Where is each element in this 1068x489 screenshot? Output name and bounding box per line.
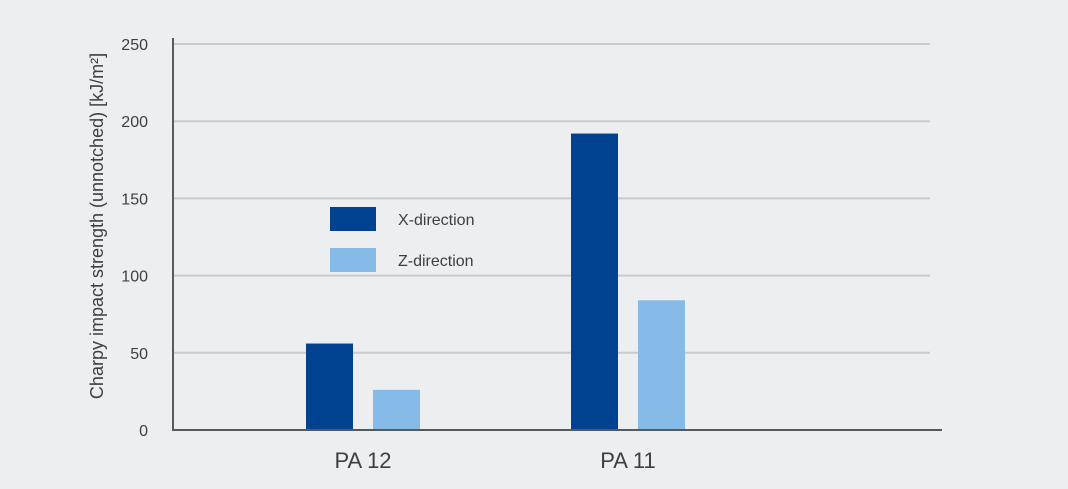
bar-x-direction-pa-12 [306,343,353,430]
legend-label: Z-direction [398,253,474,270]
grid-lines [173,43,930,354]
x-tick-label: PA 12 [334,448,391,473]
y-tick-label: 200 [121,114,148,131]
x-tick-labels: PA 12 PA 11 [334,448,655,473]
y-tick-label: 150 [121,191,148,208]
y-tick-label: 0 [139,423,148,440]
bar-z-direction-pa-11 [638,300,685,430]
y-tick-labels: 0 50 100 150 200 250 [121,37,148,440]
y-tick-label: 50 [130,346,148,363]
bar-x-direction-pa-11 [571,133,618,430]
y-axis-title: Charpy impact strength (unnotched) [kJ/m… [87,53,107,399]
bar-z-direction-pa-12 [373,389,420,430]
y-tick-label: 250 [121,37,148,54]
legend-swatch [330,248,376,272]
legend: X-direction Z-direction [330,207,474,272]
y-tick-label: 100 [121,269,148,286]
legend-label: X-direction [398,212,474,229]
axes [172,38,942,431]
bars [306,133,685,430]
x-tick-label: PA 11 [600,448,655,473]
legend-swatch [330,207,376,231]
